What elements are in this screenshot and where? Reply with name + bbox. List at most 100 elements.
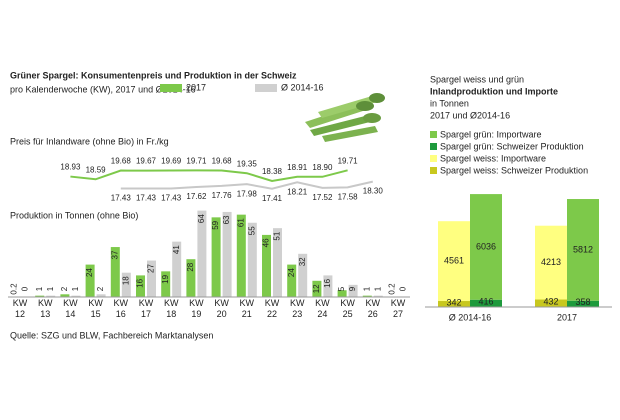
bar-label: 19 (161, 274, 170, 283)
bar (222, 211, 232, 297)
price-label: 17.98 (237, 189, 258, 198)
price-label: 18.90 (312, 163, 333, 172)
bar (35, 295, 45, 297)
bar (298, 253, 308, 297)
bar-label: 0 (21, 286, 30, 291)
x-tick-label: KW 25 (340, 298, 355, 319)
bar (96, 294, 106, 297)
x-tick-label: KW 17 (139, 298, 154, 319)
bar (211, 217, 221, 297)
bar (110, 247, 120, 297)
bar (348, 284, 358, 297)
bar-segment (438, 301, 470, 307)
bar-segment (438, 221, 470, 302)
price-label: 19.69 (161, 157, 182, 166)
price-label: 19.68 (212, 157, 233, 166)
bar-label: 24 (287, 268, 296, 277)
bar (362, 295, 372, 297)
bar-label: 27 (147, 264, 156, 273)
price-label: 18.21 (287, 187, 308, 196)
x-tick-label: KW 27 (391, 298, 406, 319)
price-line (120, 180, 374, 190)
bar-label: 0.2 (388, 283, 397, 295)
x-tick-label: 2017 (557, 312, 577, 322)
bar-label: 16 (323, 278, 332, 287)
bar-label: 2 (96, 286, 105, 291)
x-tick-label: Ø 2014-16 (449, 312, 492, 322)
price-label: 18.30 (363, 187, 384, 196)
bar-label: 51 (273, 231, 282, 240)
bar (247, 222, 257, 297)
legend-swatch (430, 155, 437, 162)
bar (236, 214, 246, 297)
bar-label: 6036 (476, 241, 496, 251)
bar-segment (535, 225, 567, 300)
bar-label: 46 (262, 238, 271, 247)
x-tick-label: KW 16 (114, 298, 129, 319)
bar (161, 271, 171, 297)
bar-label: 358 (575, 297, 590, 307)
x-tick-label: KW 26 (366, 298, 381, 319)
legend-swatch (430, 131, 437, 138)
bar-label: 2 (60, 286, 69, 291)
bar-label: 59 (211, 220, 220, 229)
bar-label: 64 (197, 214, 206, 223)
price-label: 18.59 (86, 165, 107, 174)
bar (172, 241, 182, 297)
right-note: 2017 und Ø2014-16 (430, 110, 510, 120)
bar-segment (470, 299, 502, 307)
price-label: 18.38 (262, 167, 283, 176)
right-subtitle: Inlandproduktion und Importe (430, 86, 558, 96)
bar-label: 55 (247, 226, 256, 235)
bar-label: 18 (121, 276, 130, 285)
legend-label: Spargel grün: Importware (440, 129, 542, 139)
price-label: 17.52 (312, 193, 333, 202)
legend-label: Spargel grün: Schweizer Produktion (440, 141, 584, 151)
bar-label: 12 (312, 284, 321, 293)
legend-swatch (160, 84, 182, 92)
bar (337, 290, 347, 297)
price-label: 18.91 (287, 163, 308, 172)
bar-segment (567, 300, 599, 307)
bar (262, 234, 271, 297)
bar-label: 416 (478, 297, 493, 307)
bar-segment (567, 199, 599, 301)
x-tick-label: KW 14 (63, 298, 78, 319)
bar (60, 294, 70, 297)
price-label: 19.35 (237, 159, 258, 168)
source: Quelle: SZG und BLW, Fachbereich Marktan… (10, 330, 213, 340)
bar-label: 28 (186, 262, 195, 271)
bar (121, 272, 131, 297)
bar (186, 259, 196, 297)
bar-label: 63 (222, 215, 231, 224)
bar-label: 1 (71, 286, 80, 291)
bar-label: 37 (110, 250, 119, 259)
bar (46, 295, 56, 297)
bar-label: 1 (362, 286, 371, 291)
price-label: 17.76 (212, 191, 233, 200)
x-tick-label: KW 15 (88, 298, 103, 319)
bar (323, 275, 333, 297)
bar (71, 295, 81, 297)
bar (373, 295, 383, 297)
x-tick-label: KW 23 (290, 298, 305, 319)
asparagus-image (305, 93, 385, 142)
x-tick-label: KW 18 (164, 298, 179, 319)
bar-label: 1 (46, 286, 55, 291)
price-label: 19.67 (136, 157, 157, 166)
price-line (70, 169, 348, 182)
production-label: Produktion in Tonnen (ohne Bio) (10, 210, 138, 220)
legend-label: Spargel weiss: Importware (440, 153, 546, 163)
price-label: 17.62 (186, 192, 207, 201)
price-label: 17.43 (136, 194, 157, 203)
right-unit: in Tonnen (430, 98, 469, 108)
x-tick-label: KW 21 (240, 298, 255, 319)
right-title: Spargel weiss und grün (430, 74, 524, 84)
price-label: 17.43 (161, 194, 182, 203)
price-label: 19.68 (111, 157, 132, 166)
bar (136, 275, 145, 297)
bar (85, 264, 95, 297)
legend-label: Ø 2014-16 (281, 82, 324, 92)
bar-segment (470, 194, 502, 300)
